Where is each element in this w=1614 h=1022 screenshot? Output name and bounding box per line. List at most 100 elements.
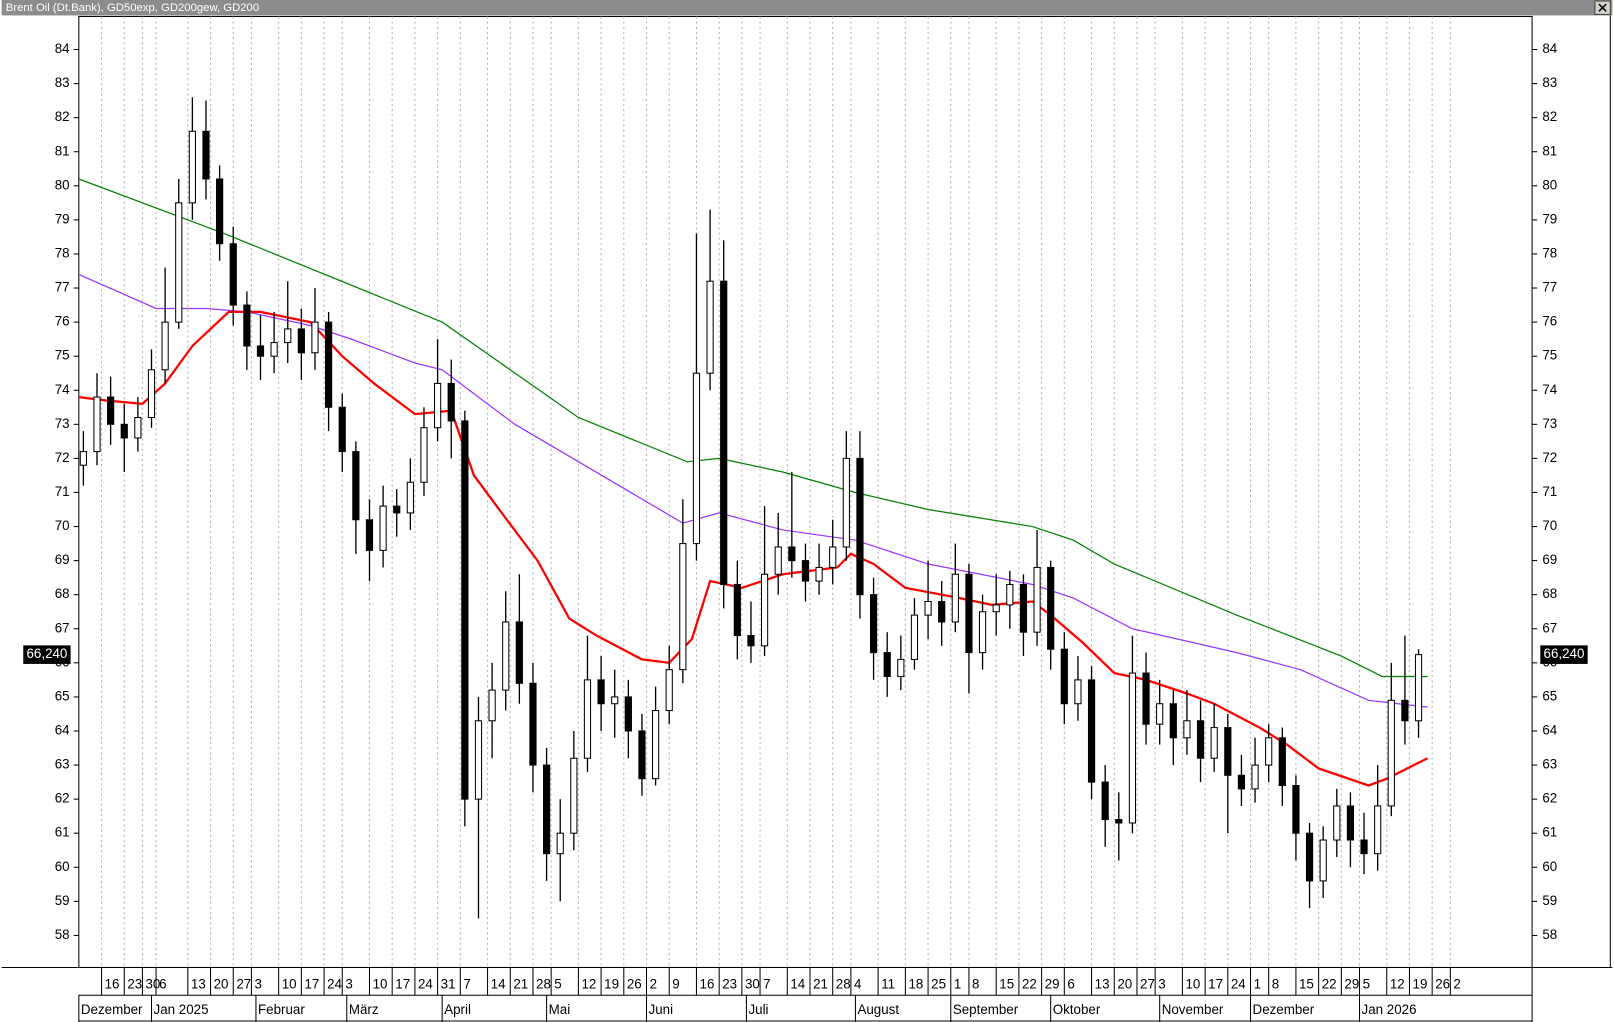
- y-tick-label: 69: [55, 552, 70, 567]
- x-tick-label: 2: [1453, 976, 1460, 991]
- y-tick-label: 75: [1542, 348, 1557, 363]
- month-label: Jan 2026: [1362, 1002, 1417, 1017]
- candle-body: [651, 710, 660, 780]
- x-tick-label: 31: [441, 976, 456, 991]
- x-tick-label: 23: [127, 976, 142, 991]
- y-tick-label: 62: [55, 791, 70, 806]
- candle-body: [897, 658, 905, 677]
- close-button[interactable]: [1594, 0, 1611, 15]
- x-tick-label: 27: [1140, 976, 1155, 991]
- x-tick-label: 3: [345, 976, 352, 991]
- y-tick-label: 83: [55, 75, 70, 90]
- x-tick-label: 28: [536, 976, 551, 991]
- candle-body: [1360, 839, 1368, 855]
- x-tick-label: 17: [395, 976, 410, 991]
- candle-body: [720, 280, 728, 585]
- y-tick-label: 81: [1542, 143, 1557, 158]
- x-tick-label: 1: [1254, 976, 1261, 991]
- candle-body: [284, 328, 292, 344]
- y-tick-label: 75: [55, 348, 70, 363]
- y-tick-label: 74: [55, 382, 70, 397]
- candle-body: [502, 621, 510, 691]
- y-tick-label: 73: [1542, 416, 1557, 431]
- x-tick-label: 7: [763, 976, 770, 991]
- candle-body: [829, 546, 837, 568]
- candle-body: [978, 611, 987, 654]
- candle-body: [1142, 672, 1150, 725]
- y-tick-label: 74: [1542, 382, 1557, 397]
- candle-body: [1346, 805, 1355, 841]
- candle-body: [243, 304, 251, 347]
- month-label: Jan 2025: [154, 1002, 209, 1017]
- month-label: Oktober: [1053, 1002, 1101, 1017]
- y-tick-label: 58: [1542, 927, 1557, 942]
- month-label: November: [1162, 1002, 1224, 1017]
- x-tick-label: 12: [581, 976, 596, 991]
- y-tick-label: 63: [1542, 757, 1557, 772]
- candle-body: [447, 382, 455, 422]
- x-tick-label: 12: [1390, 976, 1405, 991]
- x-tick-label: 19: [604, 976, 619, 991]
- y-tick-label: 64: [1542, 723, 1557, 738]
- y-tick-label: 71: [55, 484, 70, 499]
- candle-body: [883, 652, 891, 677]
- x-tick-label: 1: [954, 976, 961, 991]
- candle-body: [924, 600, 932, 616]
- x-tick-label: 29: [1344, 976, 1359, 991]
- x-tick-label: 13: [191, 976, 206, 991]
- candle-body: [1374, 805, 1382, 855]
- candle-body: [1156, 703, 1164, 725]
- x-tick-label: 20: [214, 976, 229, 991]
- x-tick-label: 20: [1117, 976, 1132, 991]
- candle-body: [1196, 720, 1205, 759]
- candle-body: [624, 696, 632, 732]
- candle-body: [1387, 699, 1395, 807]
- x-tick-label: 10: [1185, 976, 1200, 991]
- x-tick-label: 25: [931, 976, 946, 991]
- candle-body: [583, 679, 592, 759]
- candle-body: [774, 546, 782, 575]
- last-value-label: 66,240: [1544, 646, 1585, 661]
- candle-body: [1292, 784, 1300, 834]
- x-tick-label: 16: [105, 976, 120, 991]
- candle-body: [529, 682, 537, 766]
- x-tick-label: 19: [1413, 976, 1428, 991]
- candle-body: [638, 730, 646, 780]
- x-tick-label: 15: [1299, 976, 1314, 991]
- x-tick-label: 24: [1231, 976, 1246, 991]
- close-icon[interactable]: [1598, 3, 1607, 12]
- month-label: März: [349, 1002, 379, 1017]
- x-tick-label: 18: [908, 976, 923, 991]
- candle-body: [379, 505, 387, 551]
- x-tick-label: 22: [1022, 976, 1037, 991]
- x-tick-label: 7: [463, 976, 470, 991]
- candle-body: [161, 321, 169, 371]
- y-tick-label: 58: [55, 927, 70, 942]
- y-tick-label: 84: [1542, 41, 1557, 56]
- x-tick-label: 3: [254, 976, 261, 991]
- candle-body: [352, 451, 360, 521]
- y-tick-label: 61: [1542, 825, 1557, 840]
- x-tick-label: 10: [373, 976, 388, 991]
- x-tick-label: 26: [1435, 976, 1450, 991]
- candle-body: [461, 420, 469, 800]
- candle-body: [542, 764, 551, 855]
- x-tick-label: 6: [1067, 976, 1074, 991]
- candle-body: [1169, 703, 1177, 739]
- candle-body: [134, 416, 142, 439]
- x-tick-label: 21: [513, 976, 528, 991]
- candle-body: [488, 689, 496, 722]
- candle-body: [175, 202, 183, 323]
- candle-body: [147, 369, 156, 419]
- last-value-box: [1540, 645, 1588, 664]
- title-bar: [1, 0, 1613, 16]
- x-tick-label: 6: [159, 976, 166, 991]
- candle-body: [229, 243, 237, 306]
- candle-body: [570, 757, 578, 834]
- candle-body: [706, 280, 714, 374]
- x-tick-label: 3: [1158, 976, 1165, 991]
- candle-body: [1210, 727, 1218, 759]
- x-tick-label: 28: [836, 976, 851, 991]
